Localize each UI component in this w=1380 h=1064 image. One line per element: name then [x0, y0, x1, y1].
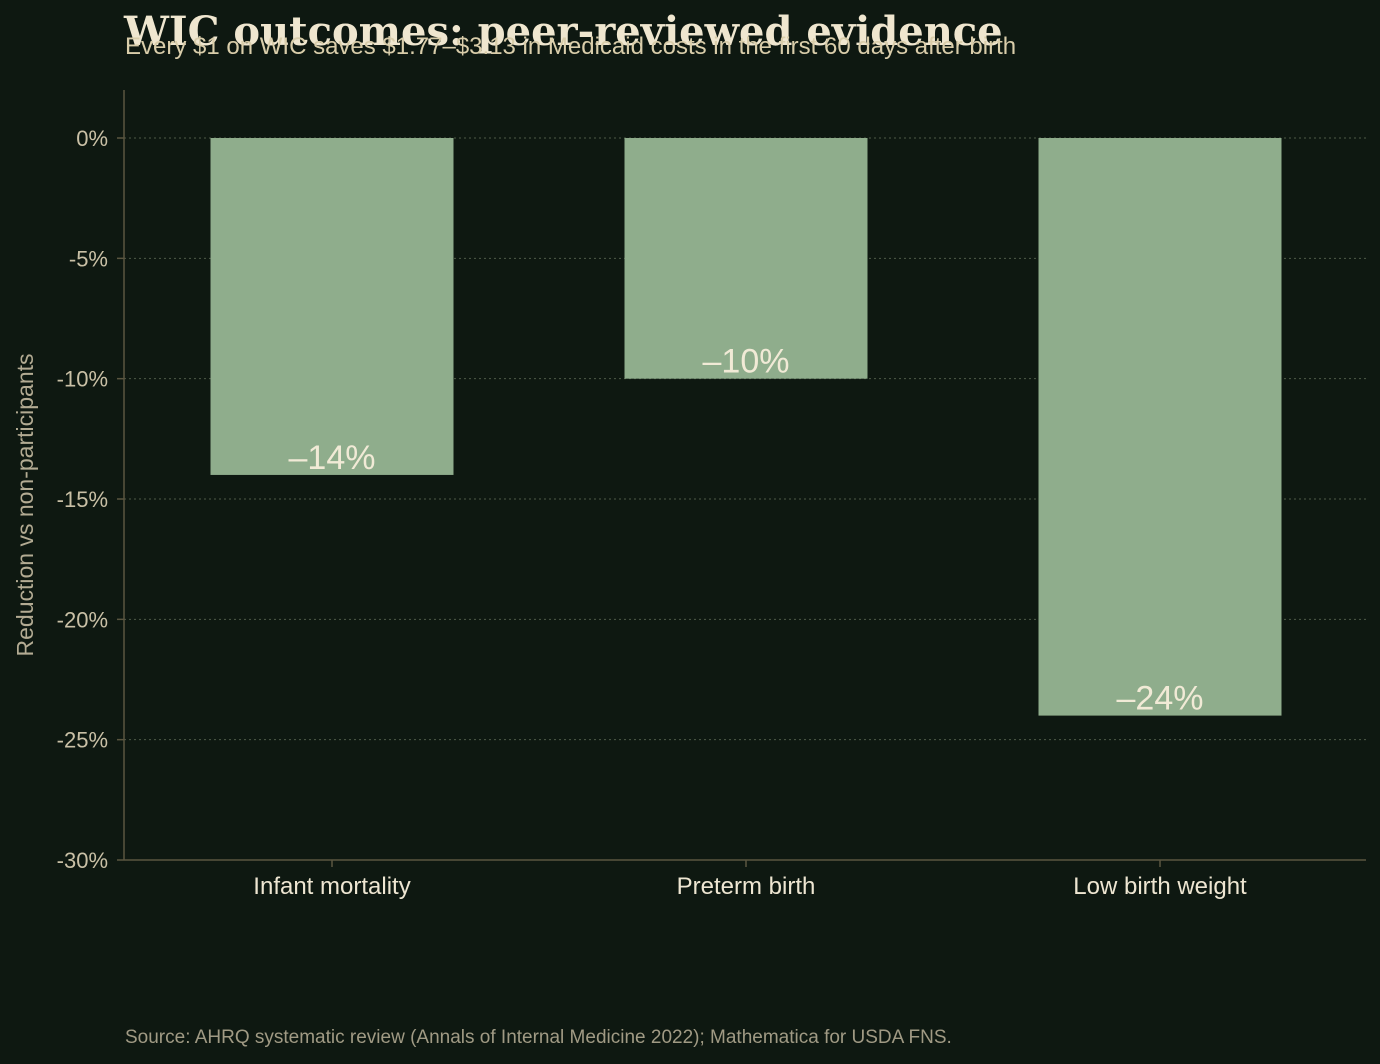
source-note: Source: AHRQ systematic review (Annals o…: [125, 1027, 952, 1048]
bar-low-birth-weight: [1038, 138, 1282, 716]
bar-value-label: –24%: [1117, 680, 1204, 718]
bar-preterm-birth: [624, 138, 868, 379]
x-tick-label: Low birth weight: [1073, 873, 1247, 900]
x-tick-label: Infant mortality: [253, 873, 410, 900]
x-tick-label: Preterm birth: [677, 873, 816, 900]
bars: [210, 138, 1282, 716]
bar-value-label: –14%: [289, 439, 376, 477]
y-tick-label: -15%: [57, 487, 108, 512]
y-tick-label: -5%: [69, 246, 108, 271]
labels: 0% -5% -10% -15% -20% -25% -30% –14% Infant mort…: [57, 126, 1247, 900]
y-tick-label: -20%: [57, 607, 108, 632]
bar-value-label: –10%: [703, 343, 790, 381]
y-tick-label: -25%: [57, 728, 108, 753]
y-tick-label: -30%: [57, 848, 108, 873]
axes: [117, 90, 1366, 867]
y-axis-title: Reduction vs non-participants: [12, 354, 38, 657]
y-tick-label: -10%: [57, 367, 108, 392]
bar-infant-mortality: [210, 138, 454, 475]
chart-title: WIC outcomes: peer-reviewed evidence: [124, 8, 1003, 55]
y-tick-label: 0%: [76, 126, 108, 151]
chart-subtitle: Every $1 on WIC saves $1.77–$3.13 in Med…: [125, 33, 1017, 60]
